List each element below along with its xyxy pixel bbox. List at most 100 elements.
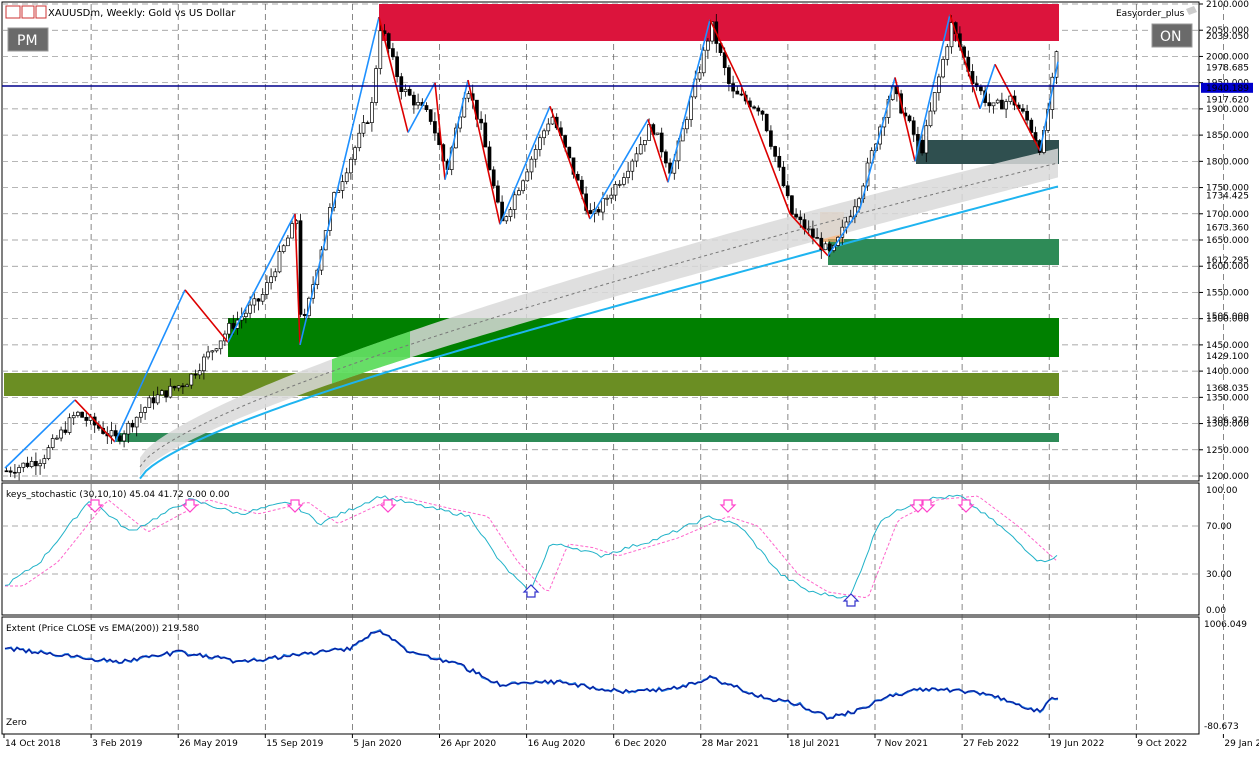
zigzag-segment	[914, 14, 951, 162]
candle-body	[697, 72, 702, 80]
candle-body	[113, 430, 118, 437]
extent-pane[interactable]	[1, 616, 1200, 735]
chart-title: XAUUSDm, Weekly: Gold vs US Dollar	[48, 8, 236, 19]
price-label: 1800.000	[1206, 157, 1249, 167]
sell-arrow-icon	[957, 499, 975, 513]
time-label: 15 Sep 2019	[266, 739, 323, 749]
face-icon-3	[35, 5, 47, 19]
candle-body	[344, 172, 349, 182]
price-axis[interactable]: 2100.0002050.0002000.0001950.0001900.000…	[1199, 0, 1253, 482]
candle-body	[21, 462, 26, 468]
candle-body	[227, 323, 231, 335]
price-label: 1250.000	[1206, 446, 1249, 456]
zigzag-segment	[378, 16, 409, 133]
ea-name: Easyorder_plus	[1116, 9, 1185, 19]
candle-body	[399, 76, 404, 93]
stoch-axis-label: 70.00	[1206, 522, 1232, 532]
stochastic-pane[interactable]	[1, 482, 1200, 616]
candle-body	[412, 94, 416, 106]
time-label: 29 Jan 2023	[1224, 739, 1259, 749]
candle-body	[731, 83, 735, 92]
time-label: 19 Jun 2022	[1050, 739, 1104, 749]
stochastic-arrows	[86, 499, 975, 607]
candle-body	[932, 92, 937, 112]
time-axis[interactable]: 14 Oct 2018 3 Feb 2019 26 May 2019 15 Sep 2…	[3, 734, 1259, 749]
price-label: 1200.000	[1206, 472, 1249, 482]
face-icon	[5, 5, 21, 19]
candle-body	[71, 415, 76, 419]
candle-body	[134, 416, 139, 428]
candle-body	[630, 160, 635, 172]
zigzag-segment	[407, 82, 436, 133]
candle-body	[269, 276, 273, 284]
candle-body	[210, 350, 215, 353]
candle-body	[143, 407, 147, 413]
candle-body	[63, 429, 68, 433]
buy-arrow-icon	[842, 593, 860, 607]
candle-body	[126, 422, 131, 435]
title-bar: XAUUSDm, Weekly: Gold vs US Dollar	[5, 5, 236, 19]
candle-body	[508, 209, 513, 217]
candle-body	[206, 351, 210, 358]
time-label: 5 Jan 2020	[353, 739, 401, 749]
price-label: 2000.000	[1206, 52, 1249, 62]
candle-body	[811, 228, 815, 238]
candle-body	[937, 76, 941, 93]
candle-body	[218, 340, 223, 350]
candle-body	[290, 223, 294, 239]
extent-axis-top: 1006.049	[1204, 620, 1247, 630]
candle-body	[286, 237, 290, 247]
candle-body	[689, 96, 693, 120]
pm-button[interactable]: PM	[7, 27, 49, 52]
candle-body	[29, 461, 34, 467]
candle-body	[764, 113, 769, 132]
candle-body	[1008, 95, 1013, 102]
stoch-axis-label: 0.00	[1206, 606, 1226, 616]
candle-body	[504, 216, 509, 222]
price-label: 1700.000	[1206, 210, 1249, 220]
zigzag-lines	[4, 14, 1059, 469]
demand-zone-thin	[115, 433, 1059, 442]
candle-body	[987, 102, 992, 107]
candle-body	[168, 385, 173, 398]
price-label: 1750.000	[1206, 184, 1249, 194]
candle-body	[17, 467, 21, 474]
candle-body	[416, 102, 420, 106]
candle-body	[466, 93, 471, 99]
candle-body	[916, 134, 920, 141]
candle-body	[365, 122, 370, 124]
candle-body	[496, 185, 500, 203]
price-label: 1400.000	[1206, 367, 1249, 377]
candle-body	[542, 130, 546, 139]
candle-body	[529, 158, 534, 173]
candle-body	[790, 195, 794, 215]
candle-body	[76, 411, 80, 416]
candle-body	[38, 463, 42, 467]
candle-body	[1025, 110, 1029, 121]
on-button[interactable]: ON	[1151, 23, 1193, 48]
candle-body	[428, 109, 433, 122]
candle-body	[819, 237, 824, 251]
price-label: 1900.000	[1206, 105, 1249, 115]
vertical-grid	[90, 4, 1224, 733]
time-label: 26 May 2019	[179, 739, 238, 749]
candle-body	[193, 373, 198, 376]
price-label: 1300.000	[1206, 420, 1249, 430]
price-label: 1550.000	[1206, 288, 1249, 298]
zigzag-segment	[74, 399, 116, 443]
candle-body	[1004, 101, 1008, 110]
candle-body	[353, 147, 357, 160]
candle-body	[517, 190, 521, 196]
candle-body	[727, 67, 731, 84]
price-marker: 1917.620	[1206, 96, 1249, 106]
candle-body	[777, 155, 782, 168]
zigzag-segment	[549, 105, 591, 220]
price-label: 1500.000	[1206, 315, 1249, 325]
candle-body	[588, 210, 593, 214]
candle-body	[378, 30, 383, 69]
stochastic-axis: 100.00 70.00 30.00 0.00	[1206, 486, 1238, 616]
candle-body	[84, 416, 89, 421]
stochastic-signal-line	[5, 495, 1058, 599]
